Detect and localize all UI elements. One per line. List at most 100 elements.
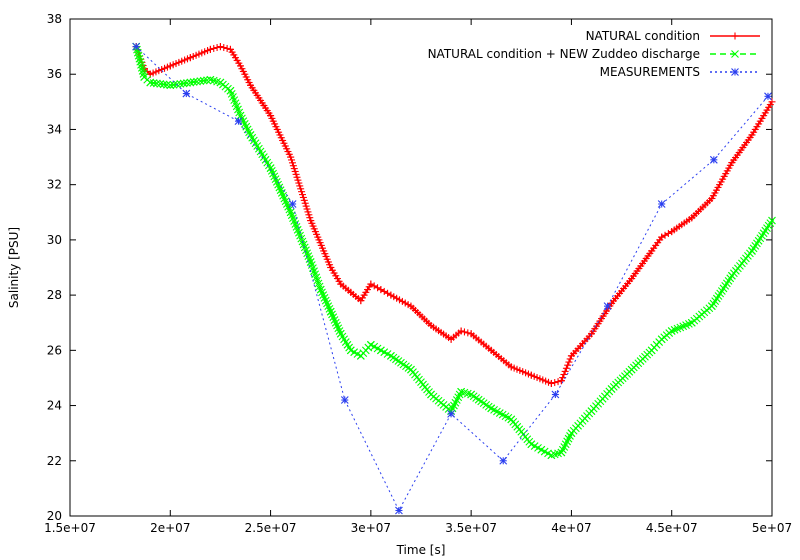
y-axis: 20 22 24 26 28 30 32 34 36 38 bbox=[47, 12, 772, 523]
y-tick-label: 26 bbox=[47, 343, 62, 357]
trail-mark bbox=[551, 379, 559, 387]
trail-mark bbox=[384, 289, 392, 297]
data-point bbox=[182, 89, 191, 98]
trail-mark bbox=[554, 378, 562, 386]
trail-mark bbox=[134, 51, 143, 60]
trail-mark bbox=[153, 79, 161, 88]
trail-mark bbox=[380, 287, 388, 295]
y-axis-title: Salinity [PSU] bbox=[7, 227, 21, 308]
trail-mark bbox=[189, 78, 198, 86]
y-tick-label: 24 bbox=[47, 399, 62, 413]
trail-mark bbox=[565, 358, 573, 366]
trail-mark bbox=[374, 284, 382, 292]
y-tick-label: 36 bbox=[47, 67, 62, 81]
x-tick-label: 5e+07 bbox=[752, 521, 792, 535]
trail-mark bbox=[183, 79, 191, 87]
trail-mark bbox=[305, 211, 313, 219]
trail-mark bbox=[564, 361, 572, 369]
y-tick-label: 20 bbox=[47, 509, 62, 523]
legend-marker bbox=[731, 50, 739, 58]
trail-mark bbox=[138, 67, 147, 75]
series-1 bbox=[132, 43, 776, 387]
trail-mark bbox=[292, 170, 300, 178]
y-tick-label: 30 bbox=[47, 233, 62, 247]
trail-mark bbox=[298, 188, 306, 196]
legend-item: NATURAL condition + NEW Zuddeo discharge bbox=[428, 47, 760, 61]
trail-mark bbox=[139, 70, 148, 78]
legend-label: NATURAL condition + NEW Zuddeo discharge bbox=[428, 47, 700, 61]
series-2 bbox=[132, 42, 776, 460]
data-point bbox=[395, 506, 403, 515]
trail-mark bbox=[299, 193, 307, 201]
legend: NATURAL condition NATURAL condition + NEW… bbox=[428, 29, 760, 79]
data-point bbox=[234, 117, 243, 126]
x-tick-label: 3e+07 bbox=[351, 521, 391, 535]
series-line bbox=[135, 46, 773, 457]
trail-mark bbox=[291, 167, 299, 175]
trail-mark bbox=[193, 77, 201, 86]
trail-mark bbox=[210, 44, 218, 52]
data-point bbox=[340, 396, 349, 404]
y-tick-label: 22 bbox=[47, 454, 62, 468]
legend-item: NATURAL condition bbox=[586, 29, 760, 43]
x-tick-label: 2e+07 bbox=[150, 521, 190, 535]
legend-label: MEASUREMENTS bbox=[600, 65, 700, 79]
trail-mark bbox=[300, 196, 308, 204]
x-tick-label: 2.5e+07 bbox=[245, 521, 297, 535]
trail-mark bbox=[293, 173, 301, 181]
trail-mark bbox=[370, 282, 378, 290]
trail-mark bbox=[213, 44, 221, 52]
y-tick-label: 38 bbox=[47, 12, 62, 26]
y-tick-label: 28 bbox=[47, 288, 62, 302]
trail-mark bbox=[166, 81, 175, 90]
trail-mark bbox=[303, 205, 311, 213]
trail-mark bbox=[766, 101, 774, 109]
plot-area-border bbox=[69, 18, 773, 517]
series-layer bbox=[132, 42, 776, 515]
trail-mark bbox=[179, 79, 188, 88]
trail-mark bbox=[196, 77, 205, 86]
trail-mark bbox=[457, 327, 465, 335]
trail-mark bbox=[301, 199, 309, 207]
trail-mark bbox=[136, 57, 145, 66]
trail-mark bbox=[203, 76, 211, 85]
trail-mark bbox=[199, 76, 208, 85]
trail-mark bbox=[223, 44, 231, 52]
trail-mark bbox=[287, 153, 295, 161]
trail-mark bbox=[216, 43, 224, 51]
trail-mark bbox=[661, 231, 669, 239]
trail-mark bbox=[557, 377, 565, 385]
x-axis: 1.5e+07 2e+07 2.5e+07 3e+07 3.5e+07 4e+07 4.5e… bbox=[44, 19, 792, 535]
trail-mark bbox=[297, 185, 305, 193]
trail-mark bbox=[464, 329, 472, 337]
trail-mark bbox=[377, 286, 385, 294]
series-marker-trail bbox=[132, 43, 774, 387]
x-axis-title: Time [s] bbox=[396, 543, 446, 557]
x-tick-label: 3.5e+07 bbox=[445, 521, 497, 535]
trail-mark bbox=[146, 78, 155, 87]
trail-mark bbox=[294, 176, 302, 184]
x-tick-label: 4.5e+07 bbox=[646, 521, 698, 535]
data-point bbox=[657, 200, 666, 208]
trail-mark bbox=[566, 355, 574, 363]
trail-mark bbox=[766, 219, 775, 227]
trail-mark bbox=[289, 162, 297, 170]
data-point bbox=[603, 302, 612, 311]
trail-mark bbox=[163, 80, 171, 89]
trail-mark bbox=[206, 45, 214, 53]
data-point bbox=[132, 42, 141, 51]
data-point bbox=[447, 409, 455, 418]
series-marker-trail bbox=[132, 42, 775, 460]
trail-mark bbox=[664, 229, 672, 237]
trail-mark bbox=[159, 80, 168, 89]
trail-mark bbox=[298, 191, 306, 199]
trail-mark bbox=[560, 370, 568, 378]
y-tick-label: 32 bbox=[47, 178, 62, 192]
trail-mark bbox=[547, 379, 555, 387]
legend-item: MEASUREMENTS bbox=[600, 65, 760, 79]
x-tick-label: 4e+07 bbox=[551, 521, 591, 535]
data-point bbox=[499, 456, 508, 465]
trail-mark bbox=[290, 165, 298, 173]
trail-mark bbox=[460, 328, 468, 336]
